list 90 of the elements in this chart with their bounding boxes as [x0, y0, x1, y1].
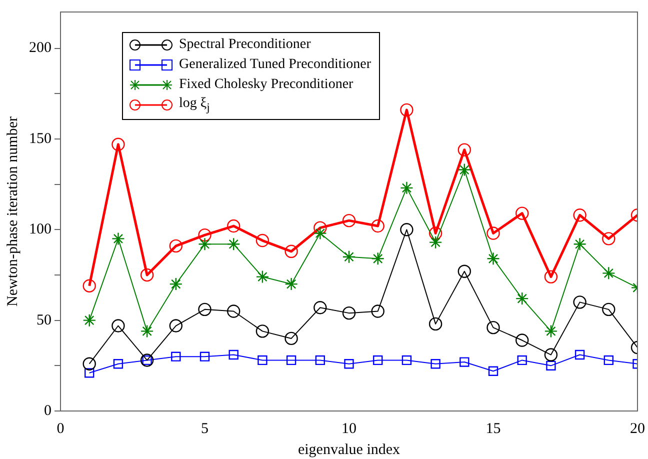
point: [517, 355, 527, 366]
point: [256, 270, 270, 284]
point: [342, 306, 356, 320]
point: [198, 302, 212, 316]
point: [315, 355, 325, 366]
point: [82, 279, 96, 292]
point: [112, 319, 125, 332]
point: [227, 238, 240, 251]
point: [604, 355, 614, 366]
point: [486, 226, 500, 240]
x-tick-label: 10: [342, 420, 356, 437]
point: [430, 359, 440, 369]
point: [342, 214, 356, 228]
point: [458, 163, 471, 176]
point: [258, 355, 268, 366]
point: [256, 234, 270, 248]
point: [544, 324, 558, 338]
point: [458, 264, 471, 278]
point: [227, 304, 240, 318]
point: [112, 138, 125, 151]
point: [84, 368, 94, 378]
point: [373, 355, 383, 366]
x-tick-label: 15: [486, 420, 501, 437]
point: [140, 324, 154, 338]
point: [544, 348, 558, 362]
y-tick-label: 100: [29, 222, 52, 238]
point: [402, 355, 412, 366]
point: [284, 277, 298, 291]
point: [428, 236, 442, 249]
point: [198, 228, 212, 242]
point: [602, 232, 616, 246]
point: [428, 317, 442, 331]
point: [113, 359, 124, 369]
point: [371, 252, 384, 266]
point: [546, 360, 556, 370]
x-tick-label: 5: [201, 420, 208, 437]
point: [169, 277, 182, 291]
point: [400, 181, 414, 195]
point: [516, 292, 529, 306]
point: [460, 357, 470, 367]
point: [516, 206, 529, 220]
point: [573, 208, 586, 222]
point: [284, 332, 298, 346]
y-axis-title: Newton-phase iteration number: [4, 116, 21, 306]
point: [169, 239, 182, 253]
point: [544, 270, 558, 284]
point: [573, 238, 586, 251]
point: [371, 304, 384, 318]
point: [342, 250, 356, 264]
point: [344, 359, 354, 369]
legend-label: Spectral Preconditioner: [179, 37, 311, 53]
point: [140, 268, 154, 282]
point: [169, 319, 182, 332]
point: [112, 232, 125, 246]
point: [314, 221, 327, 234]
point: [400, 223, 414, 236]
x-tick-label: 20: [630, 420, 645, 437]
point: [428, 226, 442, 240]
y-tick-label: 150: [29, 130, 52, 147]
point: [574, 350, 585, 360]
point: [82, 357, 96, 370]
point: [82, 314, 96, 327]
point: [200, 352, 210, 362]
point: [286, 355, 296, 366]
point: [227, 219, 240, 233]
point: [256, 324, 270, 338]
y-tick-label: 50: [36, 312, 52, 328]
point: [400, 103, 414, 117]
x-axis-title: eigenvalue index: [298, 442, 401, 458]
point: [486, 320, 500, 334]
point: [573, 296, 586, 309]
point: [228, 350, 238, 360]
point: [486, 252, 500, 266]
y-tick-label: 200: [29, 40, 52, 56]
legend-label: Fixed Cholesky Preconditioner: [179, 77, 354, 93]
point: [488, 366, 498, 376]
point: [516, 334, 529, 347]
point: [602, 266, 616, 280]
point: [602, 302, 616, 316]
x-tick-label: 0: [56, 420, 64, 437]
legend-label: log ξ$_{j}$: [179, 96, 210, 114]
legend-label: Generalized Tuned Preconditioner: [179, 57, 372, 73]
point: [314, 301, 327, 314]
point: [314, 226, 327, 240]
point: [284, 244, 298, 258]
point: [171, 352, 181, 362]
point: [198, 238, 212, 251]
point: [371, 219, 384, 233]
y-tick-label: 0: [44, 402, 52, 419]
point: [458, 143, 471, 156]
